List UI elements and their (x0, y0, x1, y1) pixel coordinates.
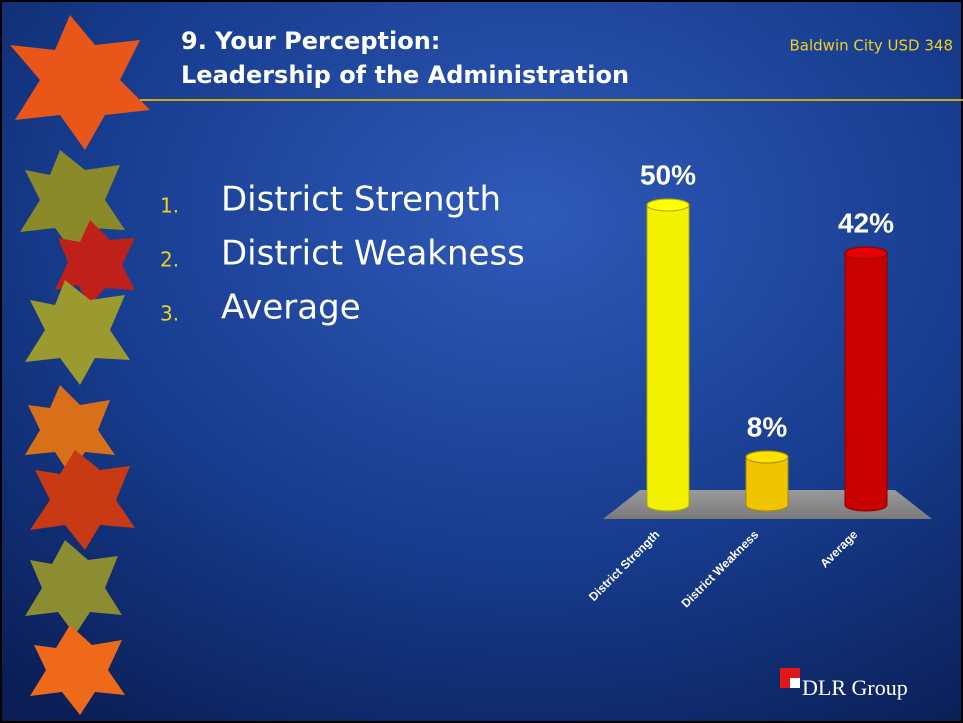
list-item: District Weakness (221, 234, 525, 274)
bar (647, 199, 689, 511)
value-label: 50% (640, 159, 696, 190)
list-number: 2. (160, 248, 179, 272)
value-label: 42% (838, 207, 894, 238)
value-label: 8% (747, 411, 788, 442)
list-item: District Strength (221, 180, 501, 220)
list-number: 3. (160, 302, 179, 326)
list-item: Average (221, 288, 361, 328)
bar-cap (746, 451, 788, 463)
page: {"header": {"title": ["9. Your Perceptio… (0, 0, 963, 723)
logo-text: DLR Group (802, 675, 908, 700)
logo-mark (790, 678, 800, 688)
title-line: 9. Your Perception: (181, 27, 440, 55)
organization: Baldwin City USD 348 (790, 37, 954, 55)
bar-cap (845, 247, 887, 259)
slide: 9. Your Perception: Leadership of the Ad… (0, 0, 963, 723)
list-number: 1. (160, 194, 179, 218)
bar-cap (647, 199, 689, 211)
bar (845, 247, 887, 511)
title-line: Leadership of the Administration (181, 61, 629, 89)
